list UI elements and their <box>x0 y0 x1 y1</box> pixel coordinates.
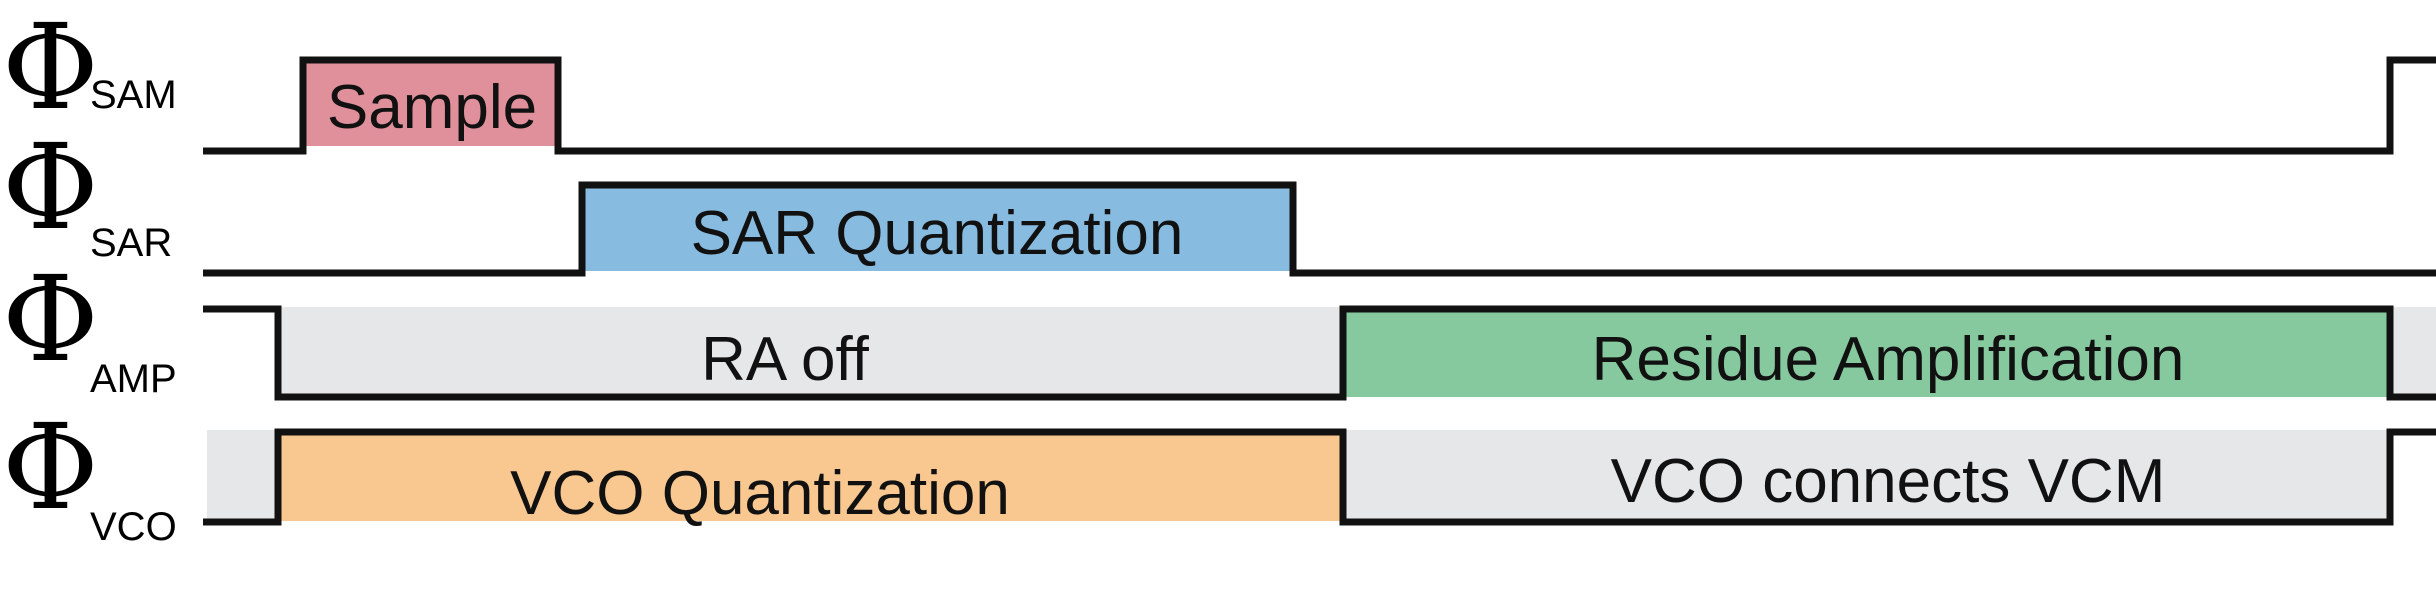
phase-label-vco-connects-vcm: VCO connects VCM <box>1611 447 2166 516</box>
row-phi-sam: Φ SAM Sample <box>2 0 2436 155</box>
signal-subscript: SAR <box>90 221 172 265</box>
signal-subscript: VCO <box>90 505 177 549</box>
phase-sample-fill <box>303 62 558 146</box>
row-phi-vco: Φ VCO VCO Quantization VCO connects VCM <box>2 398 2436 549</box>
phase-residue-amplification-fill <box>1343 307 2390 397</box>
signal-label-phi-sar: Φ SAR <box>2 118 172 265</box>
waveform-phi-sar <box>203 181 2436 277</box>
waveform-phi-amp <box>203 305 2436 401</box>
row-phi-sar: Φ SAR SAR Quantization <box>2 118 2436 277</box>
phase-label-sar-quantization: SAR Quantization <box>691 199 1184 268</box>
phi-symbol: Φ <box>2 398 99 536</box>
phase-vco-connects-vcm-fill <box>1343 430 2390 521</box>
row-phi-amp: Φ AMP RA off Residue Amplification <box>2 250 2436 401</box>
phase-label-residue-amplification: Residue Amplification <box>1592 325 2185 394</box>
signal-subscript: SAM <box>90 73 177 117</box>
waveform-phi-vco <box>203 428 2436 526</box>
phi-symbol: Φ <box>2 118 99 256</box>
signal-label-phi-vco: Φ VCO <box>2 398 177 549</box>
signal-label-phi-amp: Φ AMP <box>2 250 177 401</box>
phase-label-vco-quantization: VCO Quantization <box>510 459 1010 528</box>
phase-sar-quantization-fill <box>582 187 1293 271</box>
signal-label-phi-sam: Φ SAM <box>2 0 177 136</box>
phase-ra-off-fill <box>278 307 1343 397</box>
phi-symbol: Φ <box>2 250 99 388</box>
phase-ra-off-tail-fill <box>2390 307 2436 397</box>
phase-label-ra-off: RA off <box>701 325 870 394</box>
signal-subscript: AMP <box>90 357 177 401</box>
waveform-phi-sam <box>203 56 2436 155</box>
phi-symbol: Φ <box>2 0 99 136</box>
phase-vco-quantization-fill <box>278 430 1343 521</box>
phase-vco-idle-lead-fill <box>207 430 278 521</box>
phase-label-sample: Sample <box>327 73 537 142</box>
